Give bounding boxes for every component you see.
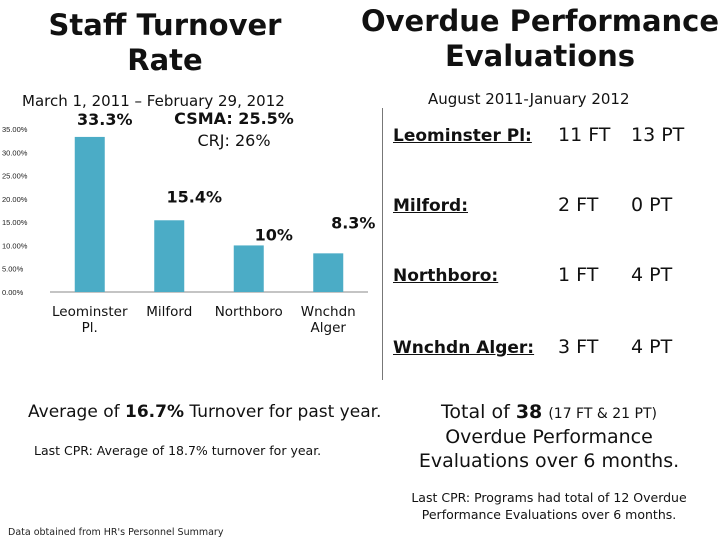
csma-rate: CSMA: 25.5% bbox=[174, 109, 294, 128]
part-time-count: 4 PT bbox=[631, 264, 673, 286]
total-overdue: Total of 38 (17 FT & 21 PT) Overdue Perf… bbox=[418, 401, 680, 473]
part-time-count: 4 PT bbox=[631, 336, 673, 358]
overdue-table: Leominster Pl: 11 FT 13 PT Milford: 2 FT 0 PT… bbox=[382, 108, 720, 380]
program-name: Milford: bbox=[393, 196, 468, 216]
y-tick-label: 5.00% bbox=[2, 265, 24, 274]
data-source-footnote: Data obtained from HR's Personnel Summar… bbox=[8, 527, 224, 538]
bar-data-label: 15.4% bbox=[166, 187, 222, 206]
bar-data-label: 33.3% bbox=[77, 112, 133, 129]
full-time-count: 1 FT bbox=[558, 264, 599, 286]
x-category-label: Leominster bbox=[52, 304, 128, 320]
total-value: 38 bbox=[515, 401, 543, 423]
average-turnover: Average of 16.7% Turnover for past year. bbox=[28, 402, 382, 422]
turnover-bar-chart: 0.00% 5.00% 10.00% 15.00% 20.00% 25.00% 30.00%… bbox=[2, 112, 375, 336]
evaluations-date-range: August 2011-January 2012 bbox=[428, 90, 630, 108]
part-time-count: 0 PT bbox=[631, 194, 673, 216]
total-breakdown: (17 FT & 21 PT) bbox=[548, 406, 657, 422]
y-tick-label: 25.00% bbox=[2, 172, 28, 181]
last-cpr-turnover: Last CPR: Average of 18.7% turnover for … bbox=[34, 443, 322, 458]
last-cpr-evaluations: Last CPR: Programs had total of 12 Overd… bbox=[411, 490, 687, 522]
bar-wnchdn-alger bbox=[313, 253, 344, 292]
program-name: Northboro: bbox=[393, 266, 499, 286]
bar-data-label: 8.3% bbox=[331, 213, 375, 232]
x-category-label: Wnchdn bbox=[301, 304, 356, 320]
y-tick-label: 15.00% bbox=[2, 218, 28, 227]
y-tick-label: 0.00% bbox=[2, 288, 24, 297]
y-tick-label: 10.00% bbox=[2, 241, 28, 250]
y-tick-label: 30.00% bbox=[2, 148, 28, 157]
agency-comparison: CSMA: 25.5% CRJ: 26% bbox=[170, 108, 298, 151]
x-category-label: Milford bbox=[146, 304, 192, 320]
y-tick-label: 20.00% bbox=[2, 195, 28, 204]
staff-turnover-title: Staff Turnover Rate bbox=[48, 8, 282, 77]
x-category-label: Pl. bbox=[82, 320, 98, 336]
overdue-evaluations-title: Overdue Performance Evaluations bbox=[360, 4, 720, 73]
x-category-label: Alger bbox=[311, 320, 347, 336]
part-time-count: 13 PT bbox=[631, 124, 685, 146]
full-time-count: 11 FT bbox=[558, 124, 611, 146]
full-time-count: 3 FT bbox=[558, 336, 599, 358]
program-name: Wnchdn Alger: bbox=[393, 338, 535, 358]
full-time-count: 2 FT bbox=[558, 194, 599, 216]
bar-data-label: 10% bbox=[255, 225, 293, 244]
y-tick-label: 35.00% bbox=[2, 125, 28, 134]
bar-leominster-pl bbox=[74, 136, 105, 292]
turnover-date-range: March 1, 2011 – February 29, 2012 bbox=[22, 92, 285, 110]
average-value: 16.7% bbox=[125, 402, 184, 422]
program-name: Leominster Pl: bbox=[393, 126, 532, 146]
crj-rate: CRJ: 26% bbox=[197, 130, 271, 150]
x-category-label: Northboro bbox=[215, 304, 283, 320]
bar-northboro bbox=[233, 245, 264, 292]
bar-milford bbox=[154, 220, 185, 292]
